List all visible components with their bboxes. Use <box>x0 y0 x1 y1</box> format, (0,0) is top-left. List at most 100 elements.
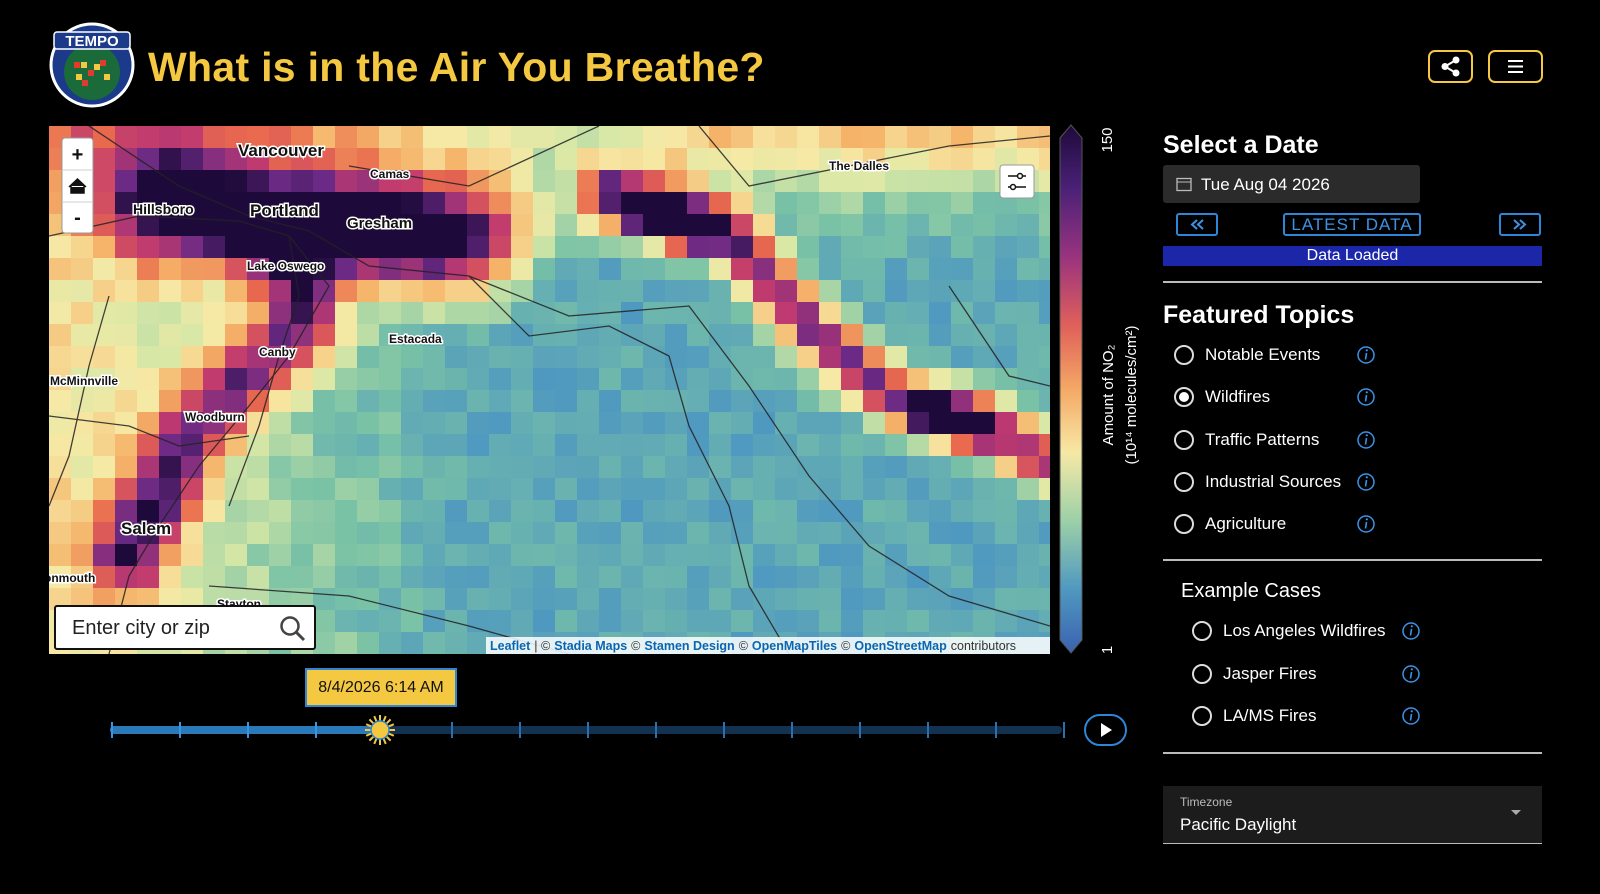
info-ring <box>1402 622 1420 640</box>
heat-cell <box>115 148 138 171</box>
timeline-knob[interactable] <box>365 715 395 745</box>
timeline[interactable] <box>100 708 1140 754</box>
map[interactable]: Vancouver Camas The Dalles Hillsboro Portlan… <box>49 126 1050 654</box>
heat-cell <box>863 302 886 325</box>
knob-ray <box>387 732 395 737</box>
heat-cell <box>159 280 182 303</box>
heat-cell <box>753 412 776 435</box>
layer-settings[interactable] <box>999 164 1035 199</box>
zoom-out[interactable]: - <box>74 207 81 229</box>
home-button[interactable] <box>68 177 87 194</box>
heat-cell <box>445 346 468 369</box>
attribution-link[interactable]: OpenStreetMap <box>854 639 947 653</box>
heat-cell <box>1017 500 1040 523</box>
heat-cell <box>555 544 578 567</box>
heat-cell <box>731 610 754 633</box>
option-label: Notable Events <box>1205 345 1321 364</box>
heat-cell <box>599 500 622 523</box>
radio-option[interactable]: LA/MS Fires <box>1190 702 1439 730</box>
heat-cell <box>445 126 468 149</box>
next-icon <box>1513 219 1527 230</box>
heat-cell <box>467 566 490 589</box>
heat-cell <box>313 280 336 303</box>
heat-cell <box>137 544 160 567</box>
share-button[interactable] <box>1428 50 1473 83</box>
timezone-select[interactable]: Timezone Pacific Daylight <box>1163 786 1542 844</box>
heat-cell <box>621 302 644 325</box>
info-icon[interactable] <box>1356 383 1378 411</box>
heat-cell <box>401 456 424 479</box>
attribution-link[interactable]: Leaflet <box>490 639 531 653</box>
info-icon[interactable] <box>1356 341 1378 369</box>
heat-cell <box>181 434 204 457</box>
heat-cell <box>687 280 710 303</box>
heat-cell <box>753 192 776 215</box>
heat-cell <box>907 148 930 171</box>
info-icon[interactable] <box>1356 426 1378 454</box>
heat-cell <box>401 632 424 654</box>
attribution-link[interactable]: Stamen Design <box>644 639 734 653</box>
heat-cell <box>665 610 688 633</box>
info-icon[interactable] <box>1401 617 1423 645</box>
next-date[interactable] <box>1499 213 1541 236</box>
attribution-link[interactable]: Stadia Maps <box>554 639 627 653</box>
date-input[interactable]: Tue Aug 04 2026 <box>1163 165 1420 203</box>
heat-cell <box>929 610 952 633</box>
heat-cell <box>709 522 732 545</box>
heat-cell <box>929 148 952 171</box>
radio-option[interactable]: Jasper Fires <box>1190 660 1439 688</box>
option-label: Agriculture <box>1205 514 1287 534</box>
radio-option[interactable]: Wildfires <box>1172 383 1394 411</box>
info-icon[interactable] <box>1356 468 1378 496</box>
attribution-link[interactable]: OpenMapTiles <box>752 639 837 653</box>
heat-cell <box>577 434 600 457</box>
menu-button[interactable] <box>1488 50 1543 83</box>
heat-cell <box>951 346 974 369</box>
play-button[interactable] <box>1084 714 1127 746</box>
heat-cell <box>929 522 952 545</box>
radio-option[interactable]: Agriculture <box>1172 510 1394 538</box>
radio-option[interactable]: Notable Events <box>1172 341 1394 369</box>
info-icon[interactable] <box>1401 660 1423 688</box>
heat-cell <box>731 192 754 215</box>
radio-option[interactable]: Los Angeles Wildfires <box>1190 617 1439 645</box>
heat-cell <box>533 126 556 149</box>
heat-cell <box>445 390 468 413</box>
heat-cell <box>819 544 842 567</box>
info-icon[interactable] <box>1356 510 1378 538</box>
heat-cell <box>555 192 578 215</box>
zoom-in[interactable]: + <box>72 144 84 166</box>
heat-cell <box>929 236 952 259</box>
heat-cell <box>225 170 248 193</box>
latest-data[interactable]: LATEST DATA <box>1283 213 1421 236</box>
heat-cell <box>555 302 578 325</box>
heat-cell <box>841 566 864 589</box>
radio-option[interactable]: Traffic Patterns <box>1172 426 1394 454</box>
heat-cell <box>885 456 908 479</box>
heat-cell <box>1017 434 1040 457</box>
heat-cell <box>797 412 820 435</box>
heat-cell <box>951 280 974 303</box>
heat-cell <box>49 258 72 281</box>
heat-cell <box>313 258 336 281</box>
heat-cell <box>797 368 820 391</box>
heat-cell <box>247 412 270 435</box>
knob-ray <box>365 732 373 737</box>
search-box[interactable]: Enter city or zip <box>54 605 316 650</box>
heat-cell <box>269 236 292 259</box>
heat-cell <box>709 456 732 479</box>
heat-cell <box>291 148 314 171</box>
radio-option[interactable]: Industrial Sources <box>1172 468 1394 496</box>
radio-icon <box>1174 387 1194 408</box>
heat-cell <box>203 280 226 303</box>
heat-cell <box>621 588 644 611</box>
heat-cell <box>643 346 666 369</box>
heat-cell <box>929 412 952 435</box>
heat-cell <box>951 302 974 325</box>
heat-cell <box>379 192 402 215</box>
prev-date[interactable] <box>1176 213 1218 236</box>
info-icon[interactable] <box>1401 702 1423 730</box>
heat-cell <box>621 456 644 479</box>
heat-cell <box>445 324 468 347</box>
heat-cell <box>181 192 204 215</box>
